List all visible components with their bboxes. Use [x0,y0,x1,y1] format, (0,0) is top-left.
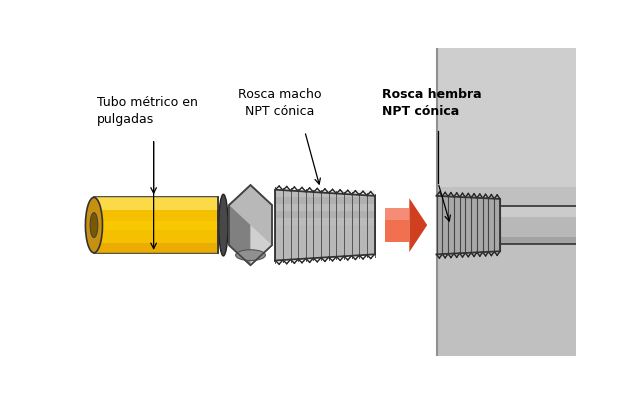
Bar [275,211,374,218]
Polygon shape [229,185,272,265]
Polygon shape [436,196,500,254]
Bar [94,221,218,230]
Polygon shape [385,208,410,242]
Polygon shape [229,205,250,265]
Ellipse shape [85,197,102,253]
Bar [94,197,218,253]
Text: Tubo métrico en
pulgadas: Tubo métrico en pulgadas [97,96,198,126]
Bar [436,48,576,186]
Bar [94,197,218,210]
Bar [500,206,576,218]
Bar [436,48,576,356]
Ellipse shape [236,250,266,260]
Polygon shape [250,225,272,265]
Text: Rosca hembra
NPT cónica: Rosca hembra NPT cónica [382,88,482,118]
Bar [385,208,410,220]
Bar [275,197,374,204]
Bar [275,218,374,225]
Bar [275,190,374,197]
Polygon shape [410,198,428,252]
Bar [500,237,576,244]
Polygon shape [275,190,374,260]
Bar [94,243,218,253]
Bar [275,204,374,211]
Ellipse shape [90,213,98,238]
Bar [500,206,576,244]
Ellipse shape [219,194,228,256]
Text: Rosca macho
NPT cónica: Rosca macho NPT cónica [238,88,322,118]
